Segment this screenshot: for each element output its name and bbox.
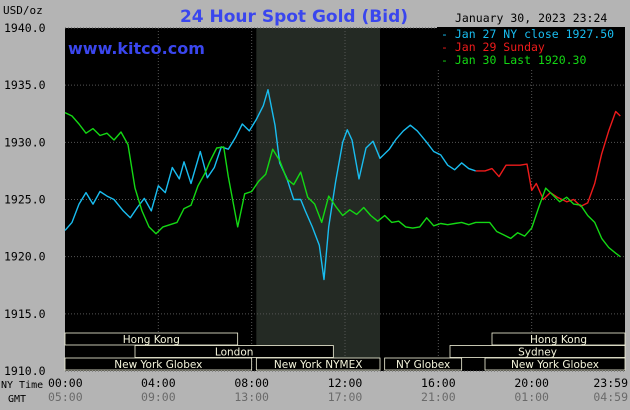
session-box: Hong Kong xyxy=(64,332,239,346)
session-box: London xyxy=(134,345,334,359)
session-label: NY Globex xyxy=(396,359,450,371)
session-label: Hong Kong xyxy=(530,334,587,346)
nymex-session-shade xyxy=(256,28,380,371)
session-box: New York Globex xyxy=(64,357,253,371)
legend-entry: - Jan 30 Last 1920.30 xyxy=(441,53,586,67)
gmt-tick-label: 04:59 xyxy=(593,390,628,404)
session-box: New York Globex xyxy=(484,357,626,371)
x-tick-label: 16:00 xyxy=(421,376,456,390)
legend-entry: - Jan 27 NY close 1927.50 xyxy=(441,27,614,41)
x-tick-label: 04:00 xyxy=(141,376,176,390)
y-tick-label: 1935.0 xyxy=(4,78,46,92)
session-box-frame xyxy=(449,345,626,358)
y-tick-label: 1940.0 xyxy=(4,21,46,35)
legend-background xyxy=(437,27,625,70)
x-tick-label: 12:00 xyxy=(328,376,363,390)
gmt-tick-label: 21:00 xyxy=(421,390,456,404)
session-box: Hong Kong xyxy=(491,332,626,346)
timestamp: January 30, 2023 23:24 xyxy=(455,11,607,25)
x-tick-label: 00:00 xyxy=(48,376,83,390)
session-label: New York Globex xyxy=(511,359,599,371)
legend-entry: - Jan 29 Sunday xyxy=(441,40,545,54)
session-box-frame xyxy=(484,357,626,371)
y-tick-label: 1910.0 xyxy=(4,364,46,378)
unit-label: USD/oz xyxy=(3,4,43,17)
session-box-frame xyxy=(255,357,381,371)
gmt-tick-label: 09:00 xyxy=(141,390,176,404)
session-box: Sydney xyxy=(449,345,626,359)
session-box-frame xyxy=(384,357,463,371)
session-box-frame xyxy=(134,345,334,358)
series-line-2 xyxy=(64,111,621,258)
gmt-label: GMT xyxy=(8,394,26,405)
session-box-frame xyxy=(491,332,626,346)
session-box: New York NYMEX xyxy=(255,357,381,371)
legend: - Jan 27 NY close 1927.50- Jan 29 Sunday… xyxy=(437,27,625,70)
y-tick-label: 1925.0 xyxy=(4,193,46,207)
x-tick-label: 23:59 xyxy=(593,376,628,390)
gmt-tick-label: 05:00 xyxy=(48,390,83,404)
source-link[interactable]: www.kitco.com xyxy=(68,39,205,58)
grid xyxy=(65,27,625,372)
y-tick-label: 1930.0 xyxy=(4,135,46,149)
price-series xyxy=(64,89,621,281)
x-tick-label: 20:00 xyxy=(514,376,549,390)
session-label: Sydney xyxy=(518,347,557,359)
session-box: NY Globex xyxy=(384,357,463,371)
chart-title: 24 Hour Spot Gold (Bid) xyxy=(180,7,408,27)
series-line-1 xyxy=(475,110,621,208)
y-axis: 1940.0 1935.0 1930.0 1925.0 1920.0 1915.0 1910… xyxy=(4,21,46,378)
session-label: New York NYMEX xyxy=(274,359,363,371)
session-label: New York Globex xyxy=(114,359,202,371)
session-box-frame xyxy=(64,357,253,371)
y-tick-label: 1915.0 xyxy=(4,307,46,321)
y-tick-label: 1920.0 xyxy=(4,250,46,264)
x-tick-label: 08:00 xyxy=(234,376,269,390)
gmt-tick-label: 01:00 xyxy=(514,390,549,404)
gmt-tick-label: 13:00 xyxy=(234,390,269,404)
gmt-tick-label: 17:00 xyxy=(328,390,363,404)
session-label: Hong Kong xyxy=(123,334,180,346)
ny-time-label: NY Time xyxy=(1,380,43,391)
session-label: London xyxy=(215,347,254,359)
series-line-0 xyxy=(64,89,476,281)
session-box-frame xyxy=(64,332,239,346)
